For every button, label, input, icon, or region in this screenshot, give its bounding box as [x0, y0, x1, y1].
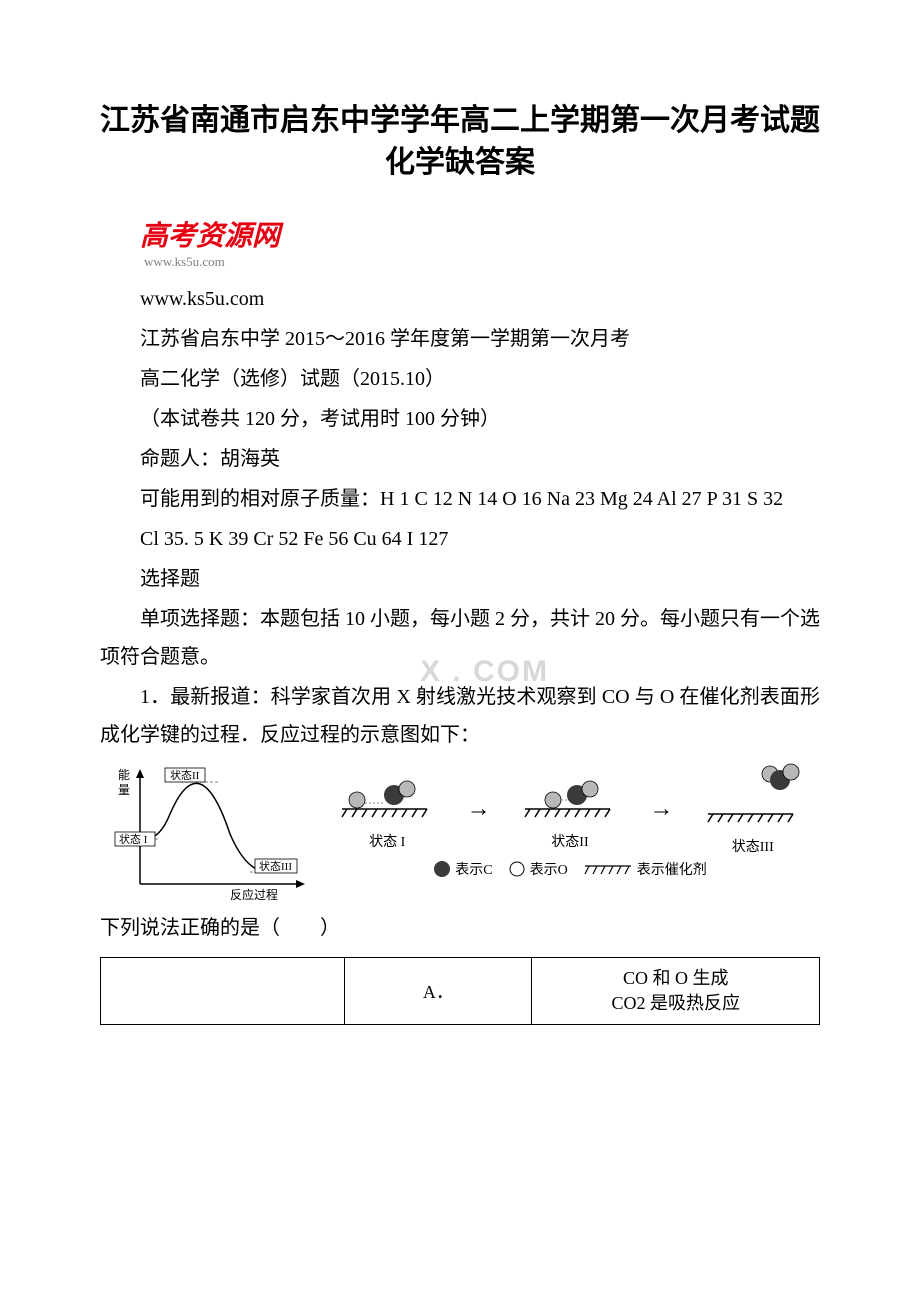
state-1-svg [332, 767, 442, 827]
logo-url: www.ks5u.com [144, 254, 820, 270]
y-axis-label-2: 量 [118, 783, 130, 797]
subject-line: 高二化学（选修）试题（2015.10） [140, 360, 820, 398]
logo-block: 高考资源网 www.ks5u.com [140, 214, 820, 270]
energy-curve-diagram: 能 量 反应过程 状态 I 状态II 状态III [110, 764, 310, 904]
y-axis-label-1: 能 [118, 768, 130, 782]
state-1-group: 状态 I [332, 767, 442, 851]
state-1-label: 状态 I [369, 831, 405, 851]
state1-box: 状态 I [119, 832, 148, 846]
legend-catalyst: 表示催化剂 [583, 859, 707, 879]
exam-info: （本试卷共 120 分，考试用时 100 分钟） [140, 400, 820, 438]
logo-text: 高考资源网 [140, 214, 820, 254]
x-axis-label: 反应过程 [230, 887, 278, 902]
atomic-mass-1: 可能用到的相对原子质量：H 1 C 12 N 14 O 16 Na 23 Mg … [100, 480, 820, 518]
state-3-svg [698, 762, 808, 832]
url-line: www.ks5u.com [140, 280, 820, 318]
author-line: 命题人：胡海英 [140, 440, 820, 478]
section-header: 选择题 [140, 560, 820, 598]
table-cell-letter: A． [345, 958, 532, 1025]
diagram-legend: 表示C 表示O 表示催化剂 [320, 859, 820, 879]
document-content: 江苏省南通市启东中学学年高二上学期第一次月考试题化学缺答案 高考资源网 www.… [100, 100, 820, 1025]
question-1: 1．最新报道：科学家首次用 X 射线激光技术观察到 CO 与 O 在催化剂表面形… [100, 678, 820, 754]
table-cell-answer: CO 和 O 生成 CO2 是吸热反应 [532, 958, 820, 1025]
state3-box: 状态III [259, 859, 292, 873]
table-row: A． CO 和 O 生成 CO2 是吸热反应 [101, 958, 820, 1025]
reaction-states-panel: 状态 I → [320, 764, 820, 879]
legend-carbon: 表示C [433, 859, 492, 879]
legend-oxygen: 表示O [508, 859, 568, 879]
state-3-group: 状态III [698, 762, 808, 856]
question-followup: 下列说法正确的是（ ） [100, 909, 820, 947]
state-2-svg [515, 767, 625, 827]
page-title: 江苏省南通市启东中学学年高二上学期第一次月考试题化学缺答案 [100, 100, 820, 184]
table-cell-empty [101, 958, 345, 1025]
section-desc: 单项选择题：本题包括 10 小题，每小题 2 分，共计 20 分。每小题只有一个… [100, 600, 820, 676]
arrow-icon: → [649, 796, 673, 823]
state-2-group: 状态II [515, 767, 625, 851]
state-2-label: 状态II [551, 831, 588, 851]
state-3-label: 状态III [732, 836, 774, 856]
arrow-icon: → [467, 796, 491, 823]
school-line: 江苏省启东中学 2015～2016 学年度第一学期第一次月考 [140, 320, 820, 358]
answer-table: A． CO 和 O 生成 CO2 是吸热反应 [100, 957, 820, 1025]
state2-box: 状态II [170, 768, 200, 782]
reaction-diagram: 能 量 反应过程 状态 I 状态II 状态III [110, 764, 820, 904]
atomic-mass-2: Cl 35. 5 K 39 Cr 52 Fe 56 Cu 64 I 127 [140, 520, 820, 558]
